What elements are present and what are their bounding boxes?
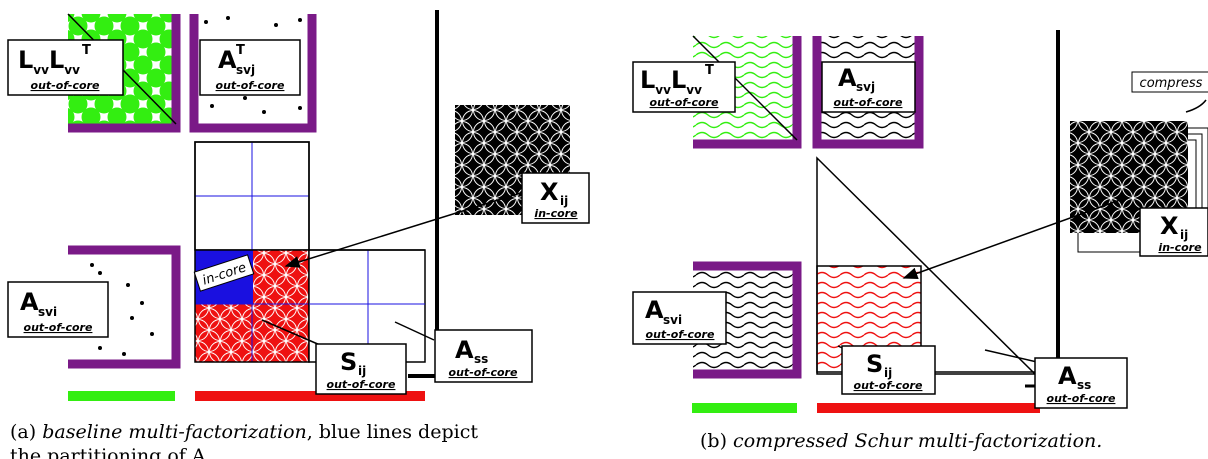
label-asvj-b-main: A [838, 64, 857, 92]
caption-b: (b) compressed Schur multi-factorization… [700, 430, 1102, 452]
label-asvi-a-sub: svi [38, 305, 57, 319]
label-sij-b-sub: ij [884, 366, 892, 380]
label-ass-a-note: out-of-core [449, 366, 518, 379]
label-xij-b-note: in-core [1158, 241, 1202, 254]
label-xij-a: X ij in-core [521, 172, 590, 224]
label-asvj-b-note: out-of-core [834, 96, 903, 109]
label-asvj-a: A T svj out-of-core [199, 39, 301, 96]
label-ass-a-sub: ss [474, 352, 488, 366]
svg-text:T: T [82, 43, 91, 58]
label-ass-b: A ss out-of-core [1034, 357, 1128, 409]
label-lvv-b: LvvLvv T out-of-core [632, 61, 736, 113]
label-lvv-a: LvvLvv T out-of-core [7, 39, 124, 96]
label-asvj-a-sup: T [236, 43, 245, 58]
svg-text:LvvLvv: LvvLvv [640, 66, 702, 97]
label-ass-a-main: A [455, 336, 474, 364]
label-asvj-b-sub: svj [856, 80, 875, 94]
label-sij-a-main: S [340, 348, 357, 376]
label-sij-b: S ij out-of-core [841, 345, 936, 395]
label-asvj-a-main: A [218, 46, 237, 74]
asvi-purple-border [68, 245, 181, 369]
label-lvv-b-note: out-of-core [650, 96, 719, 109]
central-matrix-a [194, 141, 426, 363]
asvi-block-a [68, 245, 181, 369]
caption-a-line2: the partitioning of A [10, 445, 206, 459]
label-lvv-a-note: out-of-core [31, 79, 100, 92]
label-sij-b-note: out-of-core [854, 379, 923, 392]
red-bar-a [195, 391, 425, 401]
label-sij-b-main: S [866, 350, 883, 378]
svg-text:T: T [705, 63, 714, 78]
label-xij-a-note: in-core [534, 207, 578, 220]
label-xij-a-main: X [540, 178, 559, 206]
asvj-purple-border [189, 14, 317, 133]
red-block-top [253, 250, 309, 304]
label-ass-a: A ss out-of-core [434, 329, 533, 383]
panel-a: in-core LvvLvv T out-of-core A T svj out… [7, 10, 590, 459]
label-asvi-b-main: A [645, 296, 664, 324]
label-asvi-b-note: out-of-core [646, 328, 715, 341]
label-ass-b-note: out-of-core [1047, 392, 1116, 405]
label-xij-b-main: X [1160, 212, 1179, 240]
label-xij-b-sub: ij [1180, 228, 1188, 242]
asvj-block-a [189, 14, 317, 133]
arrow-xij-to-sij-b [902, 199, 1121, 280]
label-asvj-a-note: out-of-core [216, 79, 285, 92]
label-asvj-b: A svj out-of-core [821, 61, 916, 113]
label-asvi-a-main: A [20, 288, 39, 316]
green-bar-a [68, 391, 175, 401]
label-ass-b-sub: ss [1077, 378, 1091, 392]
label-sij-a-sub: ij [358, 364, 366, 378]
label-asvi-b-sub: svi [663, 313, 682, 327]
label-ass-b-main: A [1058, 362, 1077, 390]
label-asvi-a: A svi out-of-core [7, 281, 109, 338]
label-xij-b: X ij in-core [1139, 207, 1208, 257]
lvv-purple-border [68, 14, 181, 133]
red-bar-b [817, 403, 1040, 413]
compress-tag-text: compress [1140, 76, 1203, 91]
green-bar-b [692, 403, 797, 413]
label-asvi-b: A svi out-of-core [632, 291, 727, 345]
label-asvi-a-note: out-of-core [24, 321, 93, 334]
label-sij-a: S ij out-of-core [315, 343, 407, 395]
label-asvj-a-sub: svj [236, 63, 255, 77]
label-xij-a-sub: ij [560, 194, 568, 208]
arrow-xij-to-sij [284, 189, 531, 268]
panel-b: compress LvvLvv T out-of-core A svj out-… [632, 30, 1208, 452]
label-sij-a-note: out-of-core [327, 378, 396, 391]
compress-tag: compress [1131, 71, 1208, 113]
caption-a-line1: (a) baseline multi-factorization, blue l… [10, 421, 478, 443]
